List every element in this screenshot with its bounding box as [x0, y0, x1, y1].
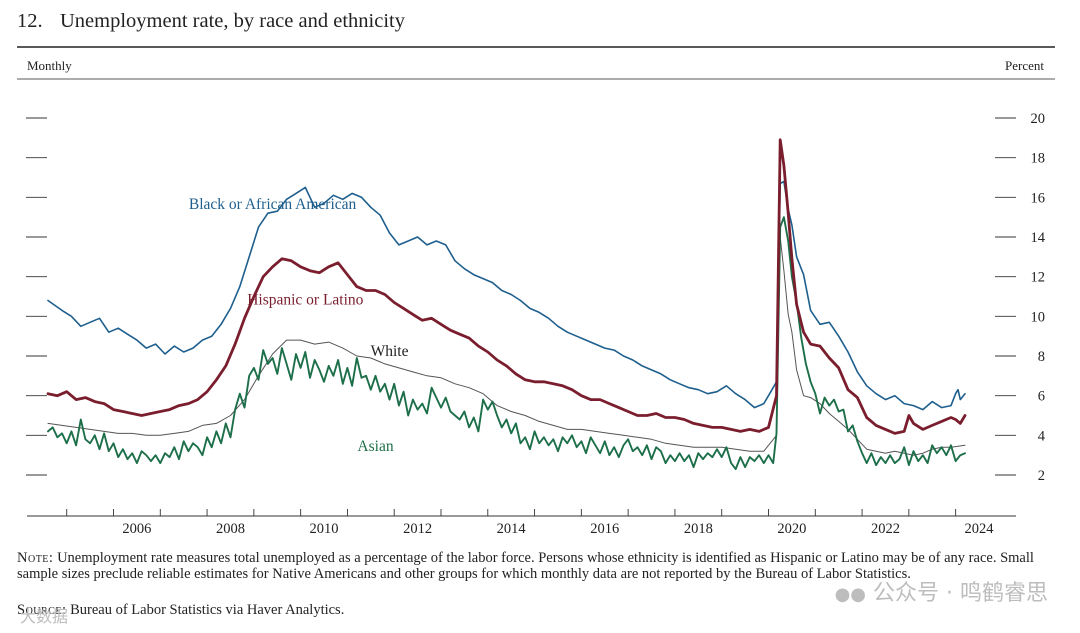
x-tick-label-2006: 2006 — [122, 521, 151, 537]
note-label: Note: — [17, 550, 54, 566]
chart-axes: 2 4 6 8 10 12 14 16 18 20 2006 2008 2010 2012 2014 2016… — [26, 111, 1046, 537]
x-tick-label-2010: 2010 — [310, 521, 339, 537]
corner-watermark-text: 大数据 — [20, 607, 69, 626]
y-tick-label-8: 8 — [1038, 349, 1045, 365]
chart-figure: 12. Unemployment rate, by race and ethni… — [17, 10, 1055, 537]
source-paragraph: Source: Bureau of Labor Statistics via H… — [17, 602, 1062, 619]
y-tick-label-4: 4 — [1038, 428, 1046, 444]
x-tick-label-2008: 2008 — [216, 521, 245, 537]
unit-label: Percent — [1005, 58, 1044, 73]
y-tick-label-18: 18 — [1031, 151, 1046, 167]
figure-number: 12. — [17, 10, 43, 32]
x-tick-label-2024: 2024 — [965, 521, 995, 537]
source-text: Bureau of Labor Statistics via Haver Ana… — [70, 602, 345, 618]
series-line-white — [47, 236, 966, 456]
watermark: ●● 公众号 · 鸣鹤睿思 — [835, 575, 1048, 607]
note-text: Unemployment rate measures total unemplo… — [17, 550, 1034, 582]
figure-title: Unemployment rate, by race and ethnicity — [60, 10, 406, 32]
series-label-hispanic-or-latino: Hispanic or Latino — [247, 291, 363, 308]
corner-watermark: 大数据 — [20, 603, 68, 627]
y-tick-label-16: 16 — [1031, 190, 1046, 206]
x-tick-label-2012: 2012 — [403, 521, 432, 537]
series-label-asian: Asian — [357, 438, 393, 455]
y-tick-label-2: 2 — [1038, 468, 1045, 484]
x-tick-label-2016: 2016 — [590, 521, 619, 537]
plot-area — [46, 138, 967, 471]
y-tick-label-12: 12 — [1031, 270, 1046, 286]
wechat-icon: ●● — [834, 584, 867, 605]
series-labels: Black or African American Hispanic or Lat… — [189, 196, 409, 455]
x-tick-label-2014: 2014 — [497, 521, 527, 537]
y-tick-label-20: 20 — [1031, 111, 1046, 127]
series-label-white: White — [371, 343, 409, 360]
series-line-hispanic-or-latino — [46, 138, 967, 435]
y-tick-label-6: 6 — [1038, 389, 1045, 405]
series-line-asian — [47, 216, 966, 471]
x-tick-label-2022: 2022 — [871, 521, 900, 537]
series-line-black-or-african-american — [47, 180, 966, 411]
note-paragraph: Note: Unemployment rate measures total u… — [17, 550, 1062, 582]
source-label: Source: — [17, 602, 67, 618]
y-tick-label-10: 10 — [1031, 309, 1046, 325]
watermark-text: 公众号 · 鸣鹤睿思 — [873, 581, 1048, 606]
x-tick-label-2018: 2018 — [684, 521, 713, 537]
y-tick-label-14: 14 — [1031, 230, 1046, 246]
frequency-label: Monthly — [27, 58, 72, 73]
series-label-black-or-african-american: Black or African American — [189, 196, 357, 213]
x-tick-label-2020: 2020 — [777, 521, 806, 537]
